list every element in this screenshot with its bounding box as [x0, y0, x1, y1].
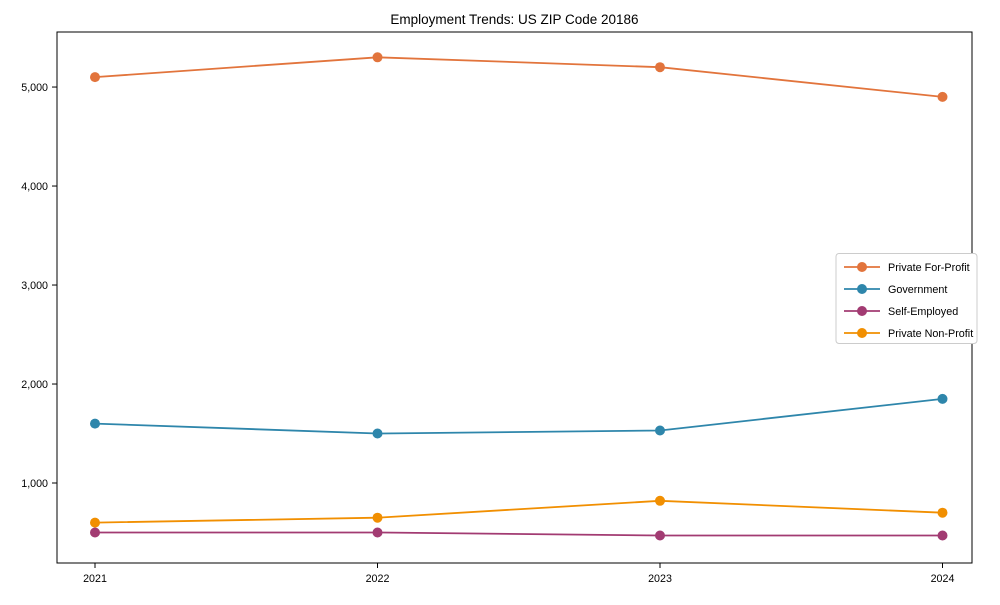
x-tick-label: 2024: [931, 573, 955, 585]
data-point: [937, 393, 948, 404]
data-point: [937, 507, 948, 518]
series-line-private-for-profit: [94, 56, 944, 98]
legend-item: Private Non-Profit: [844, 328, 973, 340]
data-point: [372, 52, 383, 63]
data-point: [90, 72, 100, 83]
data-point: [655, 62, 665, 73]
legend-marker-dot: [857, 284, 867, 294]
data-point: [90, 418, 100, 429]
data-point: [372, 428, 383, 439]
data-point: [937, 91, 948, 102]
legend-item-label: Private Non-Profit: [888, 328, 973, 340]
legend-item-label: Government: [888, 284, 947, 296]
legend-item-label: Self-Employed: [888, 306, 958, 318]
data-point: [655, 425, 665, 436]
y-tick-label: 1,000: [21, 478, 48, 490]
legend-box: [835, 253, 978, 344]
data-point: [372, 512, 383, 523]
series-line-government: [94, 398, 944, 435]
legend-marker-dot: [857, 328, 867, 338]
legend-item: Self-Employed: [844, 306, 958, 318]
x-tick-label: 2021: [83, 573, 107, 585]
legend: Private For-Profit Government Self-Employe…: [835, 253, 978, 344]
legend-item-label: Private For-Profit: [888, 262, 970, 274]
data-point: [90, 527, 100, 538]
legend-item: Government: [844, 284, 947, 296]
legend-marker-dot: [857, 306, 867, 316]
data-point: [372, 527, 383, 538]
y-tick-label: 2,000: [21, 379, 48, 391]
series-line-private-non-profit: [94, 499, 944, 524]
series-layer: [90, 52, 948, 541]
data-point: [937, 530, 948, 541]
data-point: [90, 517, 100, 528]
x-tick-label: 2022: [366, 573, 390, 585]
chart-title: Employment Trends: US ZIP Code 20186: [390, 12, 638, 27]
plot-area: 1,000 2,000 3,000 4,000 5,000 2021 2022 2023 202…: [21, 31, 973, 585]
plot-border: [56, 31, 973, 564]
legend-marker-dot: [857, 262, 867, 272]
data-point: [655, 495, 665, 506]
y-tick-label: 4,000: [21, 181, 48, 193]
y-tick-label: 3,000: [21, 280, 48, 292]
data-point: [655, 530, 665, 541]
legend-item: Private For-Profit: [844, 262, 970, 274]
series-line-self-employed: [94, 531, 944, 537]
x-tick-label: 2023: [648, 573, 672, 585]
y-tick-label: 5,000: [21, 82, 48, 94]
